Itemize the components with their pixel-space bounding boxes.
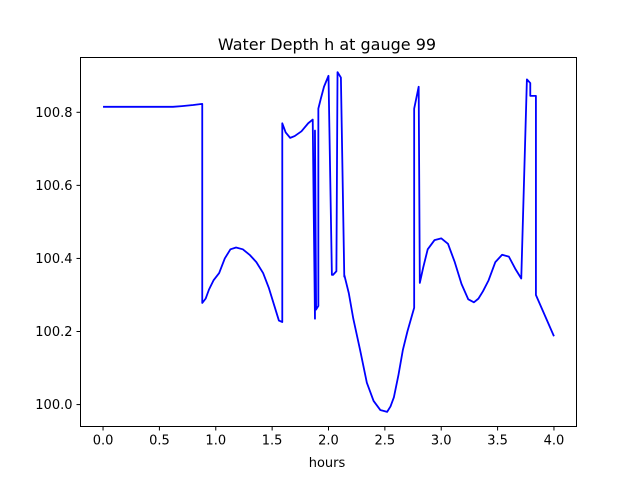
y-tick-label: 100.8 [35, 106, 72, 121]
x-axis: 0.0 0.5 1.0 1.5 2.0 2.5 3.0 3.5 4.0 [93, 426, 565, 449]
x-tick-label: 0.0 [93, 434, 114, 449]
x-tick-label: 4.0 [544, 434, 565, 449]
x-tick-label: 3.5 [487, 434, 508, 449]
x-tick-label: 2.0 [318, 434, 339, 449]
y-tick-label: 100.2 [35, 325, 72, 340]
x-tick-label: 1.0 [205, 434, 226, 449]
y-axis: 100.0 100.2 100.4 100.6 100.8 [35, 106, 81, 413]
series-group [103, 71, 555, 413]
x-tick-label: 1.5 [262, 434, 283, 449]
series-line-0 [103, 71, 555, 413]
y-tick-label: 100.0 [35, 398, 72, 413]
chart-title: Water Depth h at gauge 99 [218, 35, 436, 54]
x-tick-label: 0.5 [149, 434, 170, 449]
x-axis-title: hours [309, 456, 346, 471]
x-tick-label: 3.0 [431, 434, 452, 449]
y-tick-label: 100.4 [35, 252, 72, 267]
y-tick-label: 100.6 [35, 179, 72, 194]
x-tick-label: 2.5 [375, 434, 396, 449]
